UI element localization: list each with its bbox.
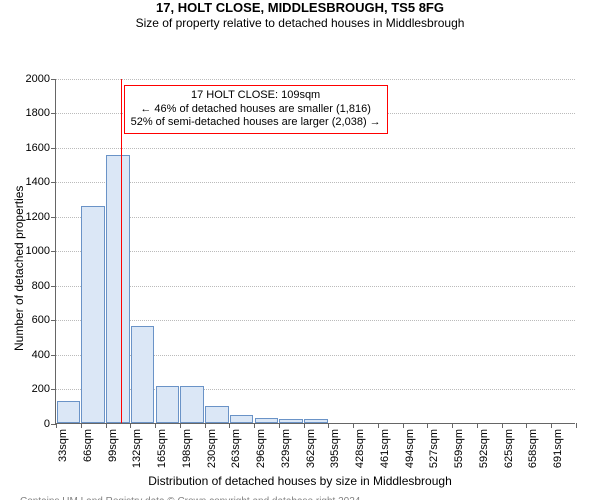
xtick [526, 423, 527, 428]
xtick-label: 658sqm [527, 429, 539, 468]
xtick [502, 423, 503, 428]
histogram-bar [304, 419, 328, 423]
xtick [229, 423, 230, 428]
xtick-label: 329sqm [280, 429, 292, 468]
ytick-label: 1000 [26, 245, 56, 257]
xtick-label: 33sqm [57, 429, 69, 462]
xtick-label: 559sqm [453, 429, 465, 468]
xtick [56, 423, 57, 428]
xtick [106, 423, 107, 428]
gridline [56, 148, 575, 149]
footer-line: Contains HM Land Registry data © Crown c… [20, 496, 600, 500]
xtick [81, 423, 82, 428]
xtick-label: 527sqm [428, 429, 440, 468]
xtick-label: 362sqm [305, 429, 317, 468]
histogram-bar [81, 206, 105, 423]
gridline [56, 182, 575, 183]
histogram-bar [106, 155, 130, 423]
ytick-label: 1400 [26, 176, 56, 188]
gridline [56, 320, 575, 321]
histogram-bar [279, 419, 303, 423]
callout-line: ← 46% of detached houses are smaller (1,… [131, 103, 381, 117]
chart-container: Number of detached properties 0200400600… [0, 34, 600, 424]
xtick [551, 423, 552, 428]
page-title: 17, HOLT CLOSE, MIDDLESBROUGH, TS5 8FG [0, 0, 600, 16]
plot-area: 020040060080010001200140016001800200033s… [55, 79, 575, 424]
page-subtitle: Size of property relative to detached ho… [0, 16, 600, 30]
ytick-label: 1800 [26, 107, 56, 119]
ytick-label: 1600 [26, 142, 56, 154]
xtick [403, 423, 404, 428]
histogram-bar [180, 386, 204, 423]
footer: Contains HM Land Registry data © Crown c… [0, 496, 600, 500]
histogram-bar [205, 406, 229, 423]
xtick [328, 423, 329, 428]
xtick-label: 428sqm [354, 429, 366, 468]
gridline [56, 251, 575, 252]
xtick [254, 423, 255, 428]
callout-box: 17 HOLT CLOSE: 109sqm← 46% of detached h… [124, 85, 388, 134]
ytick-label: 1200 [26, 211, 56, 223]
xtick [576, 423, 577, 428]
y-axis-title: Number of detached properties [12, 186, 26, 351]
xtick-label: 395sqm [329, 429, 341, 468]
histogram-bar [57, 401, 81, 423]
xtick [452, 423, 453, 428]
ytick-label: 600 [32, 314, 56, 326]
xtick-label: 165sqm [156, 429, 168, 468]
xtick-label: 132sqm [131, 429, 143, 468]
xtick [155, 423, 156, 428]
xtick [205, 423, 206, 428]
xtick-label: 494sqm [404, 429, 416, 468]
x-axis-title: Distribution of detached houses by size … [0, 474, 600, 488]
reference-line [121, 79, 122, 423]
ytick-label: 0 [44, 418, 56, 430]
xtick-label: 230sqm [206, 429, 218, 468]
xtick [378, 423, 379, 428]
xtick [353, 423, 354, 428]
gridline [56, 217, 575, 218]
xtick-label: 461sqm [379, 429, 391, 468]
xtick [477, 423, 478, 428]
histogram-bar [156, 386, 180, 423]
xtick-label: 296sqm [255, 429, 267, 468]
xtick-label: 263sqm [230, 429, 242, 468]
histogram-bar [230, 415, 254, 423]
xtick-label: 625sqm [503, 429, 515, 468]
xtick [427, 423, 428, 428]
xtick-label: 99sqm [107, 429, 119, 462]
callout-line: 52% of semi-detached houses are larger (… [131, 116, 381, 130]
xtick [130, 423, 131, 428]
xtick [180, 423, 181, 428]
callout-line: 17 HOLT CLOSE: 109sqm [131, 89, 381, 103]
histogram-bar [255, 418, 279, 423]
histogram-bar [131, 326, 155, 423]
xtick-label: 198sqm [181, 429, 193, 468]
ytick-label: 800 [32, 280, 56, 292]
xtick [279, 423, 280, 428]
gridline [56, 286, 575, 287]
xtick-label: 66sqm [82, 429, 94, 462]
xtick-label: 691sqm [552, 429, 564, 468]
ytick-label: 2000 [26, 73, 56, 85]
xtick-label: 592sqm [478, 429, 490, 468]
ytick-label: 200 [32, 383, 56, 395]
xtick [304, 423, 305, 428]
gridline [56, 79, 575, 80]
ytick-label: 400 [32, 349, 56, 361]
